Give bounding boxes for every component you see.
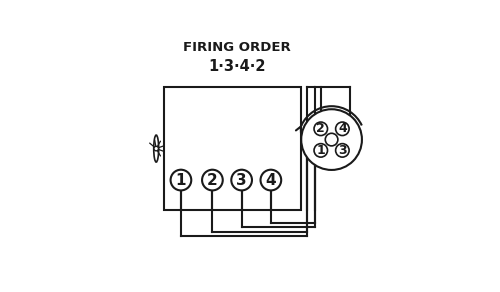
Circle shape — [232, 170, 252, 190]
Circle shape — [336, 144, 349, 157]
Bar — [164, 87, 301, 211]
Circle shape — [232, 170, 252, 190]
Circle shape — [314, 144, 328, 157]
Circle shape — [170, 170, 192, 190]
Text: 3: 3 — [338, 144, 346, 157]
Ellipse shape — [154, 135, 158, 162]
Text: 2: 2 — [207, 173, 218, 187]
Circle shape — [326, 133, 338, 146]
Circle shape — [202, 170, 222, 190]
Text: 3: 3 — [236, 173, 247, 187]
Circle shape — [260, 170, 281, 190]
Circle shape — [154, 146, 158, 151]
Circle shape — [314, 122, 328, 135]
Circle shape — [314, 144, 328, 157]
Circle shape — [336, 122, 349, 135]
Circle shape — [170, 170, 192, 190]
Circle shape — [336, 144, 349, 157]
Text: FIRING ORDER: FIRING ORDER — [184, 41, 291, 54]
Text: 1: 1 — [316, 144, 325, 157]
Text: 1·3·4·2: 1·3·4·2 — [208, 59, 266, 74]
Circle shape — [260, 170, 281, 190]
Text: 4: 4 — [266, 173, 276, 187]
Text: 4: 4 — [338, 122, 346, 135]
Circle shape — [314, 122, 328, 135]
Circle shape — [301, 109, 362, 170]
Text: 1: 1 — [176, 173, 186, 187]
Circle shape — [202, 170, 222, 190]
Circle shape — [336, 122, 349, 135]
Text: 2: 2 — [316, 122, 325, 135]
